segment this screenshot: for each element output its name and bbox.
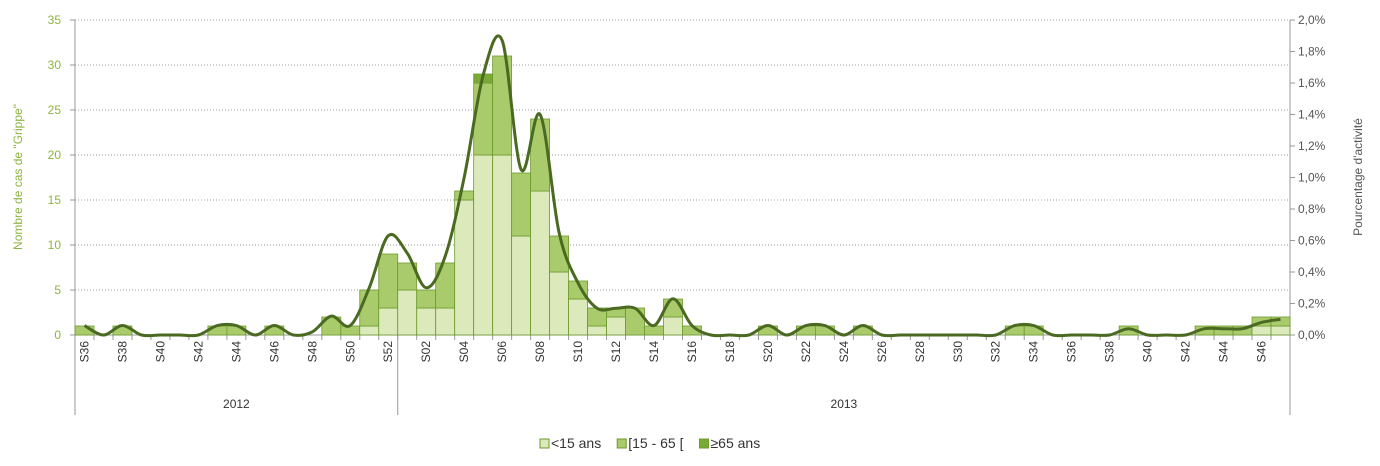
x-tick-label: S44 bbox=[1217, 341, 1231, 363]
x-tick-label: S08 bbox=[533, 341, 547, 363]
x-tick-label: S12 bbox=[609, 341, 623, 363]
x-tick-label: S36 bbox=[77, 341, 91, 363]
bar-segment bbox=[359, 289, 380, 327]
x-tick-label: S38 bbox=[115, 341, 129, 363]
legend-label: ≥65 ans bbox=[710, 435, 760, 451]
y-tick-label: 25 bbox=[48, 103, 62, 117]
x-tick-label: S06 bbox=[495, 341, 509, 363]
bar-segment bbox=[397, 289, 418, 336]
bar-segment bbox=[492, 154, 513, 336]
x-tick-label: S36 bbox=[1065, 341, 1079, 363]
activity-line bbox=[83, 34, 1281, 338]
y2-tick-label: 1,2% bbox=[1298, 139, 1326, 153]
y-tick-label: 10 bbox=[48, 238, 62, 252]
bar-segment bbox=[587, 325, 607, 336]
x-tick-label: S04 bbox=[457, 341, 471, 363]
bar-segment bbox=[473, 82, 494, 156]
x-tick-label: S44 bbox=[229, 341, 243, 363]
bar-segment bbox=[435, 307, 456, 336]
x-tick-label: S16 bbox=[685, 341, 699, 363]
y2-tick-label: 1,6% bbox=[1298, 76, 1326, 90]
bar-segment bbox=[340, 325, 361, 336]
x-tick-label: S24 bbox=[837, 341, 851, 363]
x-tick-label: S10 bbox=[571, 341, 585, 363]
bar-segment bbox=[454, 190, 475, 201]
x-tick-label: S42 bbox=[1179, 341, 1193, 363]
x-tick-label: S22 bbox=[799, 341, 813, 363]
bar-segment bbox=[416, 307, 437, 336]
y-tick-label: 20 bbox=[48, 148, 62, 162]
x-tick-label: S52 bbox=[381, 341, 395, 363]
x-tick-label: S40 bbox=[1141, 341, 1155, 363]
bar-segment bbox=[359, 325, 380, 336]
bar-segment bbox=[644, 325, 664, 336]
x-tick-label: S42 bbox=[191, 341, 205, 363]
x-tick-label: S30 bbox=[951, 341, 965, 363]
y2-tick-label: 1,8% bbox=[1298, 45, 1326, 59]
x-tick-label: S32 bbox=[989, 341, 1003, 363]
y2-tick-label: 0,8% bbox=[1298, 202, 1326, 216]
y2-tick-label: 2,0% bbox=[1298, 13, 1326, 27]
bar-segment bbox=[378, 307, 399, 336]
x-tick-label: S18 bbox=[723, 341, 737, 363]
bar-segment bbox=[549, 271, 569, 336]
bar-segment bbox=[1270, 325, 1291, 336]
y2-axis-label: Pourcentage d'activité bbox=[1351, 118, 1365, 236]
y-tick-label: 30 bbox=[48, 58, 62, 72]
x-tick-label: S28 bbox=[913, 341, 927, 363]
y-tick-label: 15 bbox=[48, 193, 62, 207]
bar-segment bbox=[511, 235, 532, 336]
y-tick-label: 0 bbox=[54, 328, 61, 342]
group-label: 2013 bbox=[831, 397, 858, 411]
x-tick-label: S02 bbox=[419, 341, 433, 363]
legend-swatch bbox=[698, 438, 709, 449]
y2-tick-label: 0,0% bbox=[1298, 328, 1326, 342]
x-tick-label: S46 bbox=[267, 341, 281, 363]
legend-label: <15 ans bbox=[551, 435, 601, 451]
x-tick-label: S40 bbox=[153, 341, 167, 363]
y2-tick-label: 0,4% bbox=[1298, 265, 1326, 279]
x-tick-label: S20 bbox=[761, 341, 775, 363]
bar-segment bbox=[625, 307, 645, 336]
legend-label: [15 - 65 [ bbox=[628, 435, 683, 451]
bar-segment bbox=[378, 253, 399, 309]
x-tick-label: S46 bbox=[1255, 341, 1269, 363]
bar-segment bbox=[568, 298, 588, 336]
legend-swatch bbox=[539, 438, 550, 449]
bar-segment bbox=[473, 154, 494, 336]
bar-segment bbox=[454, 199, 475, 336]
bar-segment bbox=[416, 289, 437, 309]
y2-tick-label: 1,0% bbox=[1298, 171, 1326, 185]
y-axis-label: Nombre de cas de "Grippe" bbox=[11, 104, 25, 250]
x-tick-label: S50 bbox=[343, 341, 357, 363]
y2-tick-label: 0,2% bbox=[1298, 297, 1326, 311]
bar-segment bbox=[511, 172, 532, 237]
y2-tick-label: 1,4% bbox=[1298, 108, 1326, 122]
x-tick-label: S38 bbox=[1103, 341, 1117, 363]
group-label: 2012 bbox=[223, 397, 250, 411]
bar-segment bbox=[606, 316, 626, 336]
legend-swatch bbox=[616, 438, 627, 449]
y-tick-label: 5 bbox=[54, 283, 61, 297]
bar-segment bbox=[663, 316, 683, 336]
y-tick-label: 35 bbox=[48, 13, 62, 27]
bar-segment bbox=[1251, 325, 1272, 336]
bar-segment bbox=[530, 190, 551, 336]
x-tick-label: S14 bbox=[647, 341, 661, 363]
x-tick-label: S34 bbox=[1027, 341, 1041, 363]
y2-tick-label: 0,6% bbox=[1298, 234, 1326, 248]
x-tick-label: S48 bbox=[305, 341, 319, 363]
x-tick-label: S26 bbox=[875, 341, 889, 363]
